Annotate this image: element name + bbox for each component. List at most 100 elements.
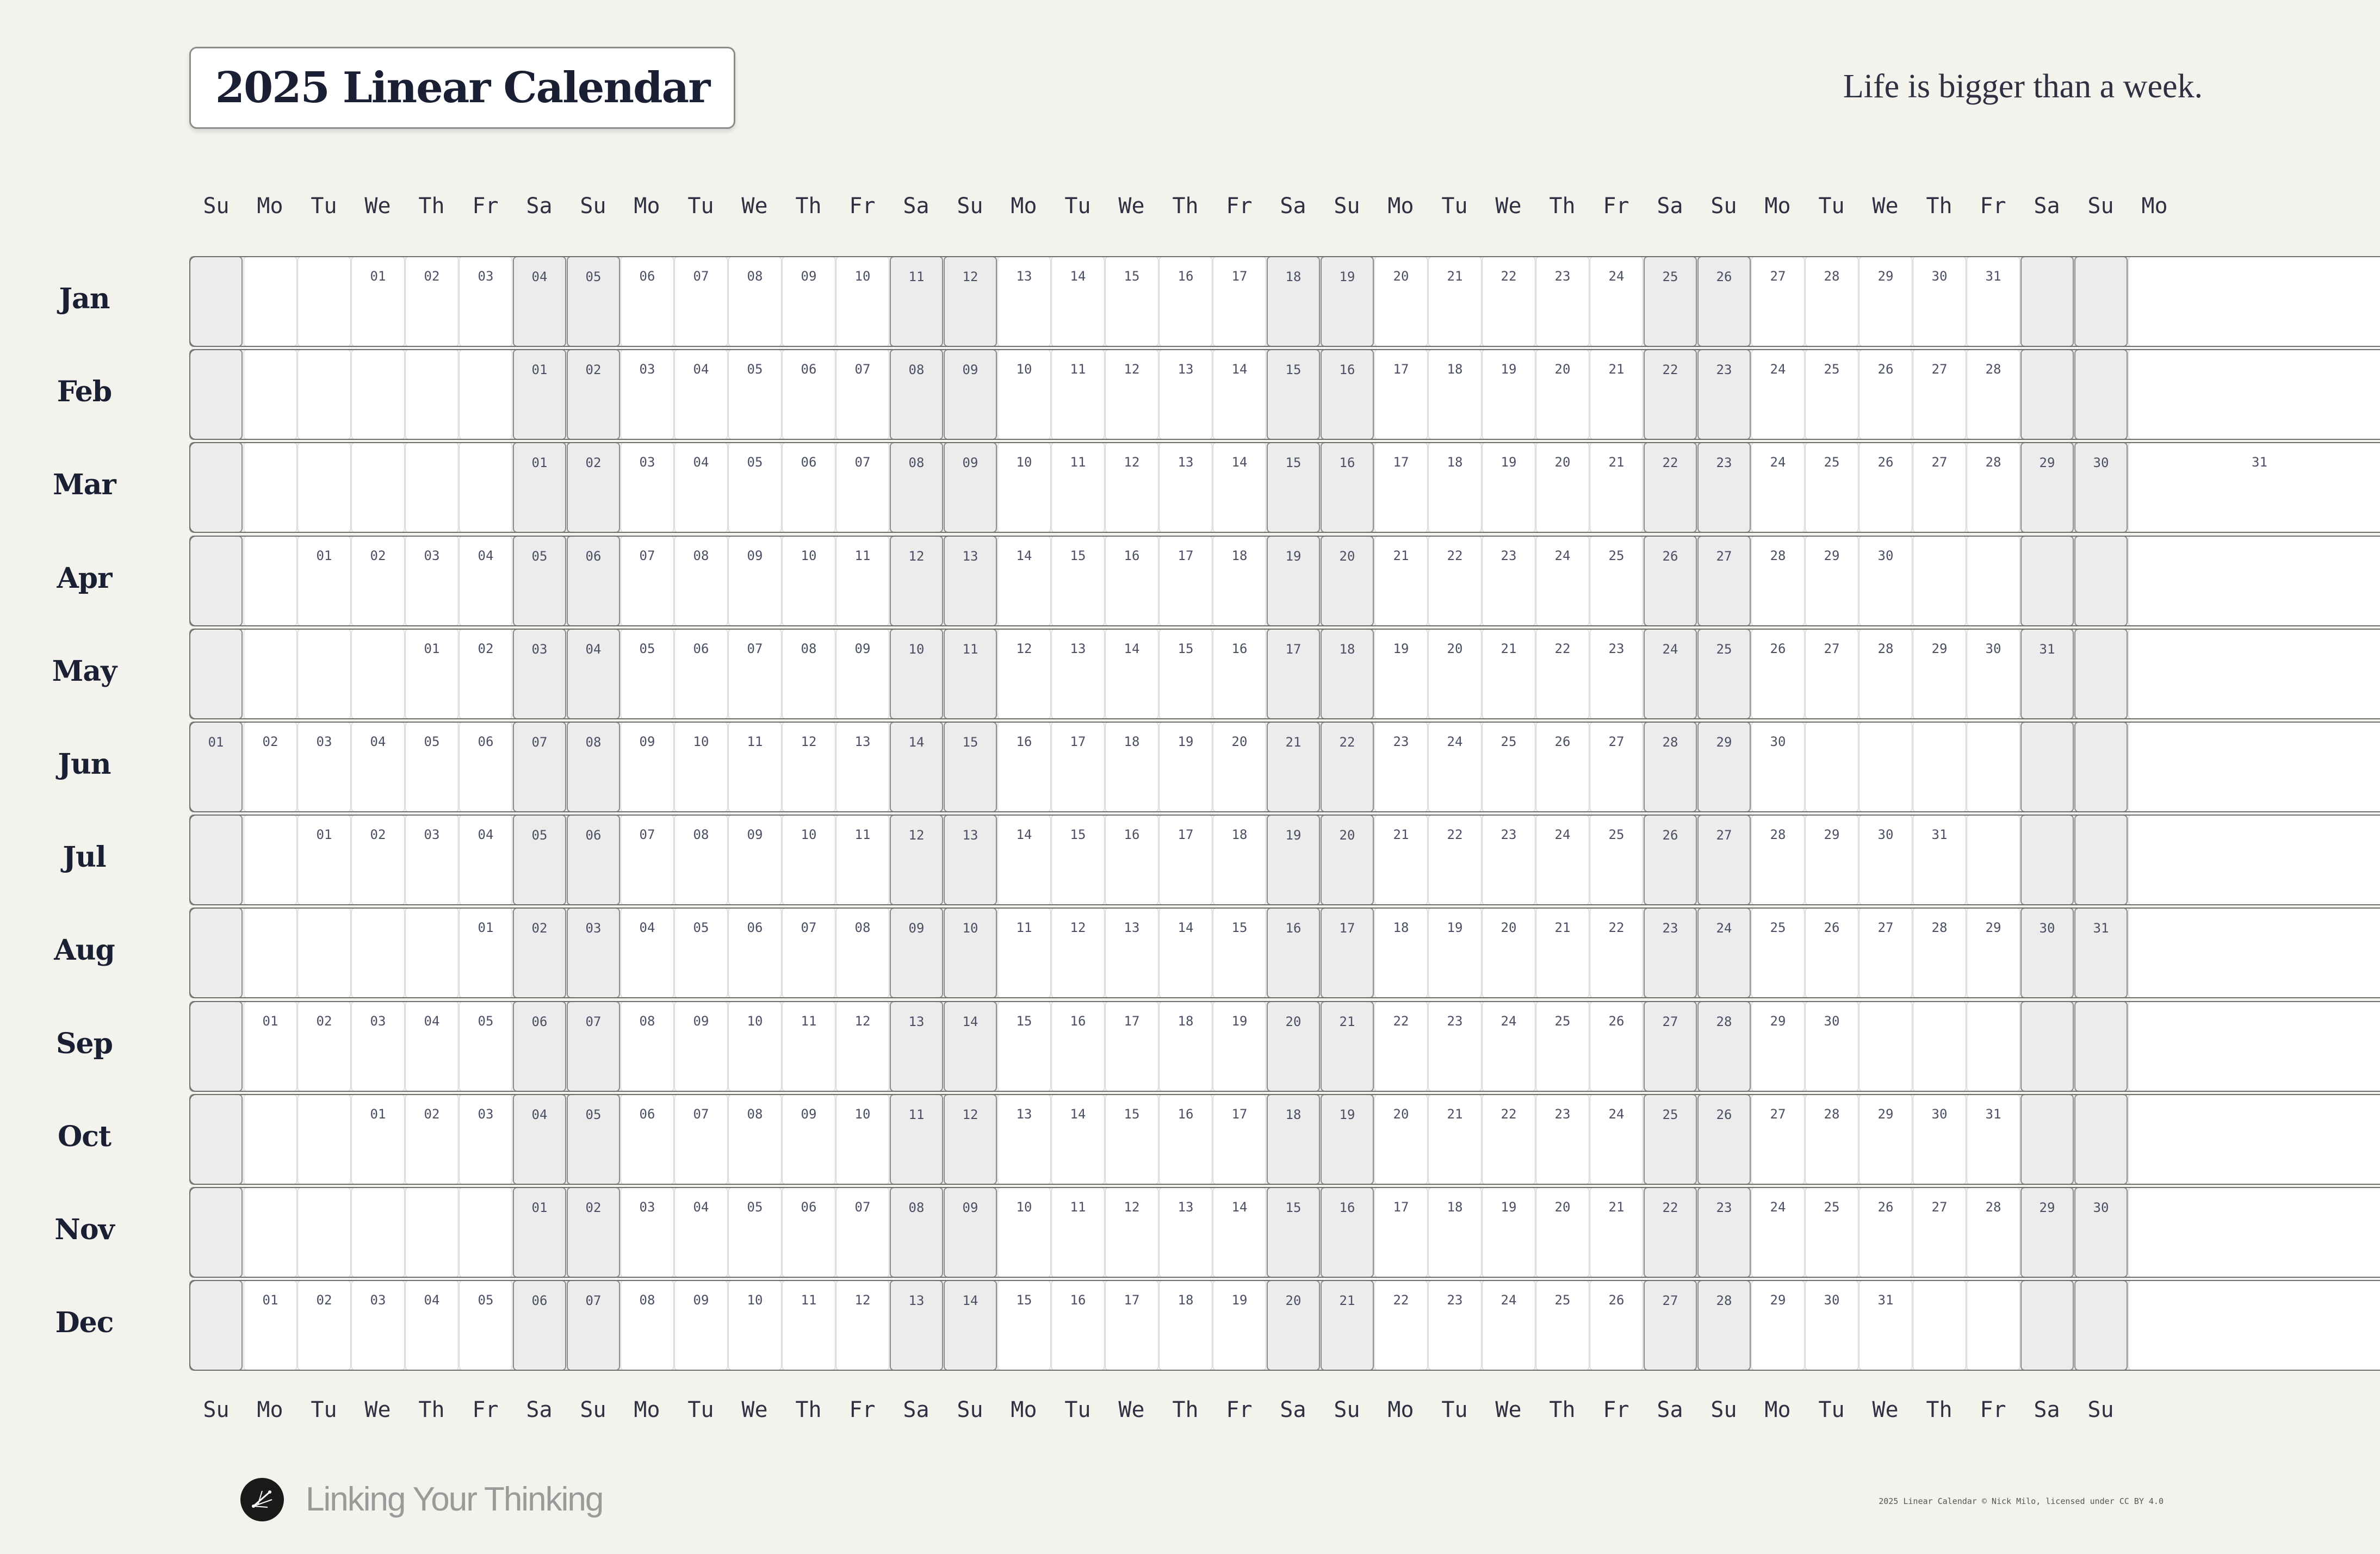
day-cell[interactable]: 21 xyxy=(1321,1000,1374,1092)
day-cell[interactable]: 11 xyxy=(1051,1187,1105,1278)
day-cell[interactable]: 14 xyxy=(1213,1187,1266,1278)
day-cell[interactable]: 09 xyxy=(782,256,835,347)
day-cell[interactable]: 15 xyxy=(1159,628,1212,719)
day-cell[interactable]: 04 xyxy=(405,1000,458,1092)
day-cell[interactable]: 12 xyxy=(944,1093,997,1185)
day-cell[interactable]: 17 xyxy=(1159,815,1212,906)
day-cell[interactable]: 22 xyxy=(1428,535,1482,626)
day-cell[interactable]: 29 xyxy=(1859,1093,1912,1185)
day-cell[interactable]: 16 xyxy=(1321,442,1374,533)
day-cell[interactable]: 31 xyxy=(1967,1093,2020,1185)
day-cell[interactable]: 07 xyxy=(621,535,674,626)
day-cell[interactable]: 21 xyxy=(1321,1280,1374,1371)
day-cell[interactable]: 22 xyxy=(1374,1000,1428,1092)
day-cell[interactable]: 14 xyxy=(997,535,1051,626)
day-cell[interactable]: 23 xyxy=(1428,1280,1482,1371)
day-cell[interactable]: 28 xyxy=(1805,256,1858,347)
day-cell[interactable]: 30 xyxy=(2020,907,2074,999)
day-cell[interactable]: 06 xyxy=(782,1187,835,1278)
day-cell[interactable]: 29 xyxy=(1805,535,1858,626)
day-cell[interactable]: 15 xyxy=(944,722,997,812)
day-cell[interactable]: 01 xyxy=(351,1093,405,1185)
day-cell[interactable]: 08 xyxy=(728,256,782,347)
day-cell[interactable]: 02 xyxy=(298,1000,351,1092)
day-cell[interactable]: 08 xyxy=(890,442,943,533)
day-cell[interactable]: 26 xyxy=(1859,1187,1912,1278)
day-cell[interactable]: 07 xyxy=(567,1000,620,1092)
day-cell[interactable]: 18 xyxy=(1213,815,1266,906)
day-cell[interactable]: 05 xyxy=(459,1000,512,1092)
day-cell[interactable]: 13 xyxy=(1159,442,1212,533)
day-cell[interactable]: 27 xyxy=(1913,1187,1966,1278)
day-cell[interactable]: 11 xyxy=(782,1280,835,1371)
day-cell[interactable]: 26 xyxy=(1859,349,1912,440)
day-cell[interactable]: 12 xyxy=(836,1000,889,1092)
day-cell[interactable]: 16 xyxy=(1105,815,1158,906)
day-cell[interactable]: 24 xyxy=(1751,442,1805,533)
day-cell[interactable]: 04 xyxy=(567,628,620,719)
day-cell[interactable]: 01 xyxy=(244,1280,297,1371)
day-cell[interactable]: 28 xyxy=(1967,349,2020,440)
day-cell[interactable]: 30 xyxy=(1913,256,1966,347)
day-cell[interactable]: 24 xyxy=(1697,907,1751,999)
day-cell[interactable]: 11 xyxy=(890,256,943,347)
day-cell[interactable]: 10 xyxy=(674,722,728,812)
day-cell[interactable]: 31 xyxy=(2020,628,2074,719)
day-cell[interactable]: 05 xyxy=(567,256,620,347)
day-cell[interactable]: 17 xyxy=(1374,1187,1428,1278)
day-cell[interactable]: 15 xyxy=(1051,815,1105,906)
day-cell[interactable]: 19 xyxy=(1267,535,1320,626)
day-cell[interactable]: 09 xyxy=(944,1187,997,1278)
day-cell[interactable]: 09 xyxy=(728,535,782,626)
day-cell[interactable]: 24 xyxy=(1590,1093,1643,1185)
day-cell[interactable]: 02 xyxy=(351,535,405,626)
day-cell[interactable]: 10 xyxy=(890,628,943,719)
day-cell[interactable]: 20 xyxy=(1428,628,1482,719)
day-cell[interactable]: 18 xyxy=(1321,628,1374,719)
day-cell[interactable]: 07 xyxy=(621,815,674,906)
day-cell[interactable]: 13 xyxy=(1159,1187,1212,1278)
day-cell[interactable]: 10 xyxy=(728,1280,782,1371)
day-cell[interactable]: 06 xyxy=(621,1093,674,1185)
day-cell[interactable]: 14 xyxy=(997,815,1051,906)
day-cell[interactable]: 11 xyxy=(1051,349,1105,440)
day-cell[interactable]: 21 xyxy=(1428,256,1482,347)
day-cell[interactable]: 01 xyxy=(459,907,512,999)
day-cell[interactable]: 15 xyxy=(1051,535,1105,626)
day-cell[interactable]: 03 xyxy=(621,349,674,440)
day-cell[interactable]: 24 xyxy=(1482,1280,1535,1371)
day-cell[interactable]: 06 xyxy=(459,722,512,812)
day-cell[interactable]: 31 xyxy=(1859,1280,1912,1371)
day-cell[interactable]: 21 xyxy=(1374,815,1428,906)
day-cell[interactable]: 11 xyxy=(836,815,889,906)
day-cell[interactable]: 22 xyxy=(1321,722,1374,812)
day-cell[interactable]: 15 xyxy=(1267,349,1320,440)
day-cell[interactable]: 17 xyxy=(1051,722,1105,812)
day-cell[interactable]: 05 xyxy=(728,442,782,533)
day-cell[interactable]: 08 xyxy=(621,1280,674,1371)
day-cell[interactable]: 19 xyxy=(1321,256,1374,347)
day-cell[interactable]: 19 xyxy=(1374,628,1428,719)
day-cell[interactable]: 13 xyxy=(1105,907,1158,999)
day-cell[interactable]: 25 xyxy=(1805,349,1858,440)
day-cell[interactable]: 25 xyxy=(1751,907,1805,999)
day-cell[interactable]: 28 xyxy=(1751,815,1805,906)
day-cell[interactable]: 07 xyxy=(674,256,728,347)
day-cell[interactable]: 26 xyxy=(1697,1093,1751,1185)
day-cell[interactable]: 27 xyxy=(1913,349,1966,440)
day-cell[interactable]: 08 xyxy=(782,628,835,719)
day-cell[interactable]: 20 xyxy=(1482,907,1535,999)
day-cell[interactable]: 18 xyxy=(1428,1187,1482,1278)
day-cell[interactable]: 12 xyxy=(890,535,943,626)
day-cell[interactable]: 10 xyxy=(782,535,835,626)
day-cell[interactable]: 23 xyxy=(1644,907,1697,999)
day-cell[interactable]: 06 xyxy=(513,1000,566,1092)
day-cell[interactable]: 20 xyxy=(1374,1093,1428,1185)
day-cell[interactable]: 17 xyxy=(1105,1280,1158,1371)
day-cell[interactable]: 02 xyxy=(351,815,405,906)
day-cell[interactable]: 09 xyxy=(890,907,943,999)
day-cell[interactable]: 02 xyxy=(405,1093,458,1185)
day-cell[interactable]: 21 xyxy=(1590,1187,1643,1278)
day-cell[interactable]: 04 xyxy=(674,349,728,440)
day-cell[interactable]: 09 xyxy=(944,349,997,440)
